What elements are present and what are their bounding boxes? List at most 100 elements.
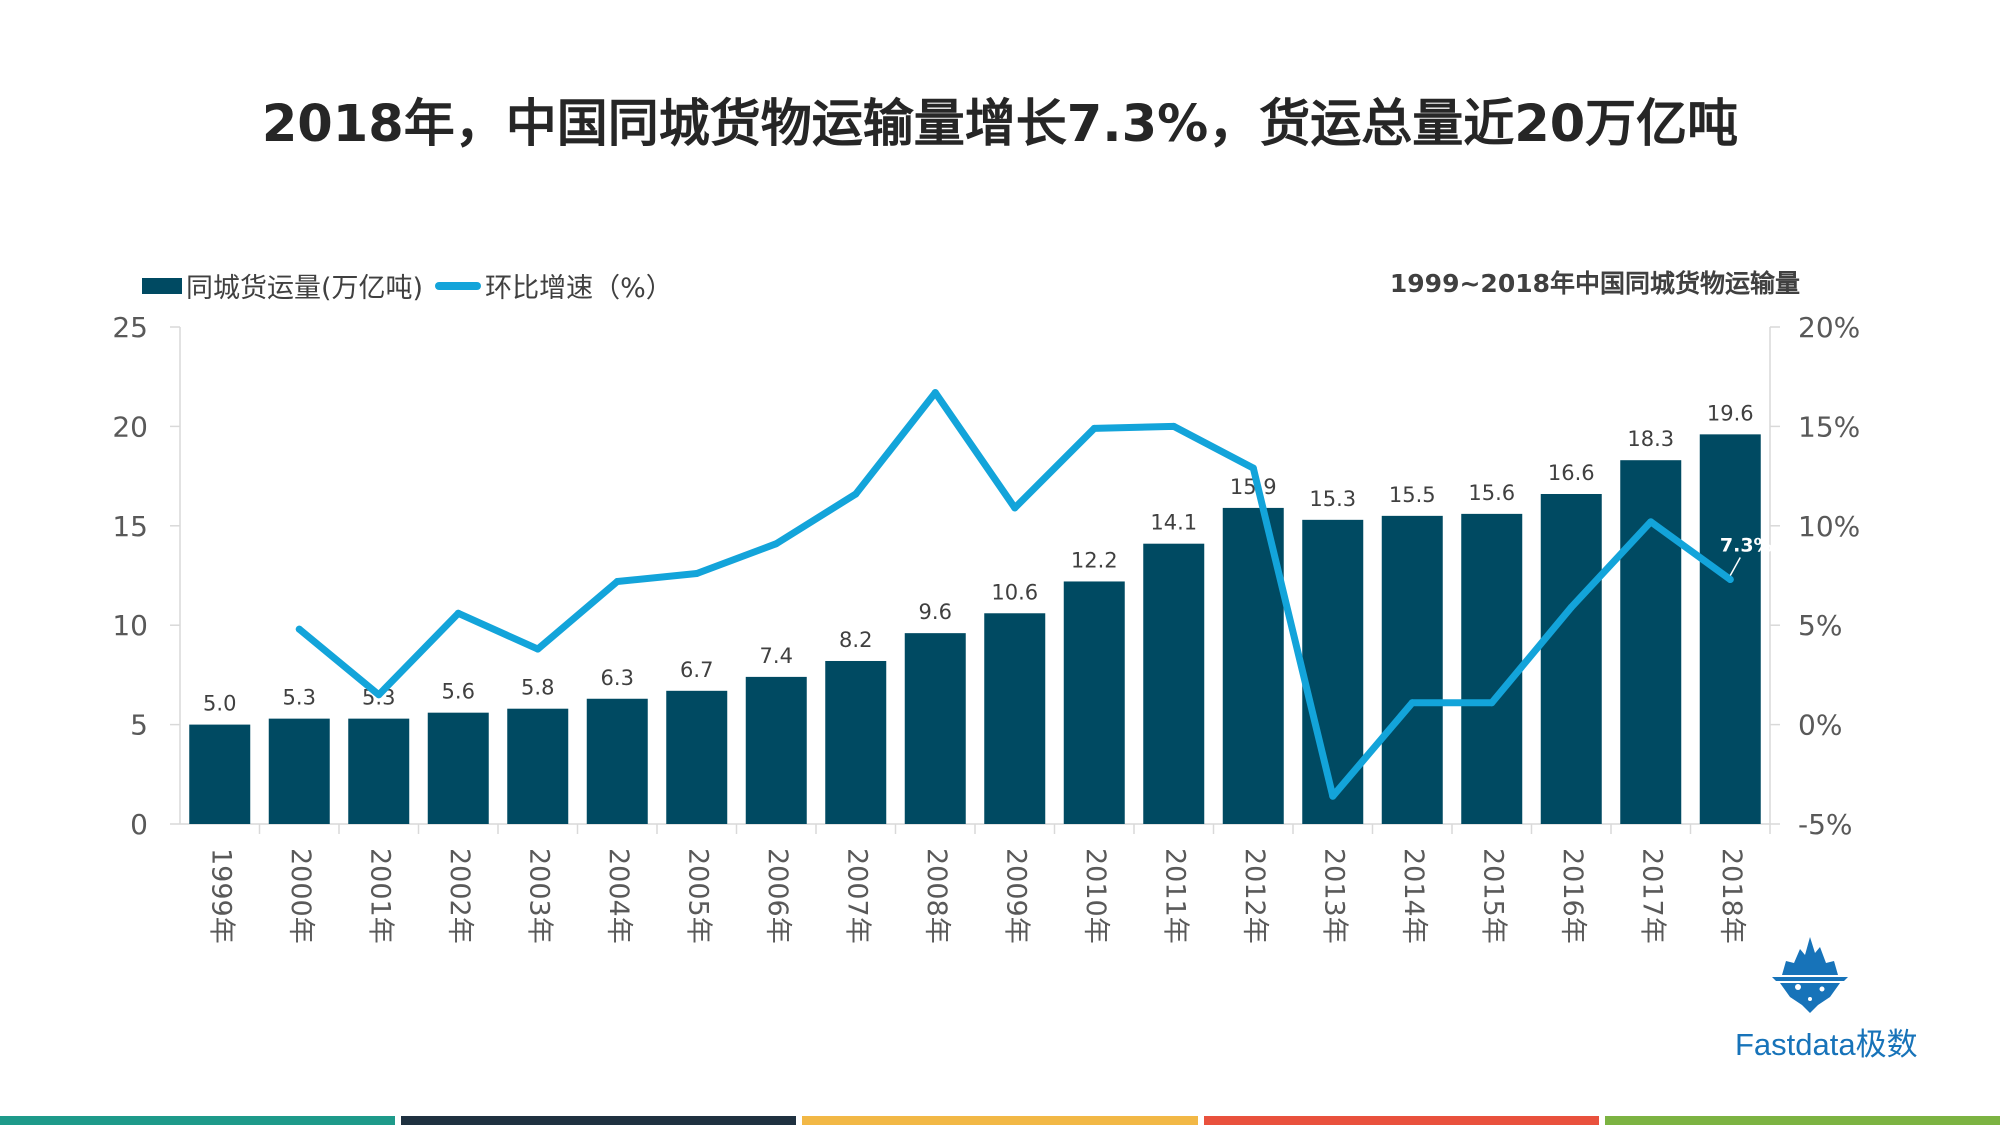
y-left-tick-label: 0 — [130, 808, 148, 841]
annotation-label: 7.3% — [1720, 534, 1773, 556]
bar-2005年 — [666, 690, 728, 824]
growth-rate-point — [772, 540, 780, 548]
x-category-label: 2008年 — [921, 848, 952, 944]
legend-item-bar: 同城货运量(万亿吨) — [142, 266, 423, 305]
y-left-tick-label: 25 — [112, 311, 148, 344]
bar-value-label: 5.0 — [203, 692, 236, 716]
bar-value-label: 18.3 — [1627, 427, 1674, 451]
footer-stripes — [0, 1116, 2000, 1125]
bar-value-label: 5.8 — [521, 676, 554, 700]
y-right-tick-label: 15% — [1798, 410, 1860, 443]
bar-2010年 — [1063, 581, 1125, 824]
growth-rate-point — [454, 609, 462, 617]
bar-value-label: 19.6 — [1707, 401, 1754, 425]
y-right-tick-label: 20% — [1798, 311, 1860, 344]
legend-line-label: 环比增速（%） — [485, 273, 673, 304]
bar-value-label: 7.4 — [760, 644, 793, 668]
bar-value-label: 15.5 — [1389, 483, 1436, 507]
x-category-label: 2018年 — [1716, 848, 1747, 944]
bar-value-label: 5.6 — [442, 680, 475, 704]
growth-rate-point — [1567, 603, 1575, 611]
bar-value-label: 6.7 — [680, 658, 713, 682]
bar-2013年 — [1302, 519, 1364, 824]
x-category-label: 2004年 — [603, 848, 634, 944]
x-category-label: 2001年 — [364, 848, 395, 944]
bar-2001年 — [348, 718, 410, 824]
growth-rate-point — [613, 577, 621, 585]
bar-value-label: 6.3 — [601, 666, 634, 690]
y-left-tick-label: 20 — [112, 410, 148, 443]
x-category-label: 2017年 — [1636, 848, 1667, 944]
legend-bar-swatch — [142, 277, 182, 294]
y-left-tick-label: 5 — [130, 709, 148, 742]
growth-rate-point — [1011, 504, 1019, 512]
bar-2014年 — [1381, 515, 1443, 824]
bar-value-label: 14.1 — [1150, 511, 1197, 535]
x-category-label: 2016年 — [1557, 848, 1588, 944]
growth-rate-point — [1726, 575, 1734, 583]
x-category-label: 2002年 — [444, 848, 475, 944]
bar-value-label: 16.6 — [1548, 461, 1595, 485]
iceberg-logo-icon — [1772, 937, 1848, 1013]
footer-stripe — [802, 1116, 1198, 1125]
x-category-label: 2014年 — [1398, 848, 1429, 944]
page-title: 2018年，中国同城货物运输量增长7.3%，货运总量近20万亿吨 — [261, 95, 1739, 154]
bar-2011年 — [1143, 543, 1205, 824]
growth-rate-point — [295, 625, 303, 633]
bar-2015年 — [1461, 513, 1523, 824]
growth-rate-point — [1329, 792, 1337, 800]
bar-2008年 — [904, 633, 966, 824]
x-category-label: 2000年 — [285, 848, 316, 944]
bar-2003年 — [507, 708, 569, 824]
legend-bar-label: 同城货运量(万亿吨) — [186, 273, 424, 304]
y-right-tick-label: 5% — [1798, 609, 1842, 642]
growth-rate-point — [1170, 422, 1178, 430]
growth-rate-point — [931, 389, 939, 397]
x-category-label: 1999年 — [205, 848, 236, 944]
bar-value-label: 15.6 — [1468, 481, 1515, 505]
bar-value-label: 9.6 — [919, 600, 952, 624]
bar-2009年 — [984, 613, 1046, 824]
bar-value-label: 5.3 — [283, 686, 316, 710]
legend-item-line: 环比增速（%） — [435, 266, 673, 305]
y-left-tick-label: 10 — [112, 609, 148, 642]
chart-subtitle: 1999~2018年中国同城货物运输量 — [1389, 269, 1800, 298]
x-category-label: 2013年 — [1318, 848, 1349, 944]
footer-stripe — [1604, 1116, 2000, 1125]
chart-legend: 同城货运量(万亿吨) 环比增速（%） — [142, 266, 685, 305]
growth-rate-point — [852, 490, 860, 498]
x-category-label: 2006年 — [762, 848, 793, 944]
y-right-tick-label: -5% — [1798, 808, 1853, 841]
y-right-tick-label: 10% — [1798, 510, 1860, 543]
brand-logo: Fastdata极数 — [1735, 935, 1918, 1064]
growth-rate-point — [1488, 699, 1496, 707]
x-category-label: 2015年 — [1477, 848, 1508, 944]
bar-value-label: 15.3 — [1309, 487, 1356, 511]
x-category-label: 2012年 — [1239, 848, 1270, 944]
brand-name: Fastdata极数 — [1735, 1027, 1918, 1062]
x-category-label: 2007年 — [841, 848, 872, 944]
growth-rate-point — [1647, 518, 1655, 526]
bar-2017年 — [1620, 460, 1682, 824]
bar-value-label: 10.6 — [991, 580, 1038, 604]
growth-rate-point — [375, 691, 383, 699]
bar-2007年 — [825, 660, 887, 824]
x-category-label: 2009年 — [1000, 848, 1031, 944]
y-left-tick-label: 15 — [112, 510, 148, 543]
footer-stripe — [0, 1116, 396, 1125]
bar-2006年 — [745, 676, 807, 824]
bar-2018年 — [1699, 434, 1761, 824]
growth-rate-point — [1408, 699, 1416, 707]
growth-rate-point — [1249, 464, 1257, 472]
bar-2016年 — [1540, 493, 1602, 824]
growth-rate-point — [534, 645, 542, 653]
annotation-leader-line — [1729, 557, 1741, 576]
bar-2002年 — [427, 712, 489, 824]
x-category-label: 2005年 — [682, 848, 713, 944]
x-category-label: 2011年 — [1159, 848, 1190, 944]
bar-value-label: 8.2 — [839, 628, 872, 652]
footer-stripe — [401, 1116, 797, 1125]
growth-rate-point — [693, 570, 701, 578]
growth-rate-point — [1090, 424, 1098, 432]
